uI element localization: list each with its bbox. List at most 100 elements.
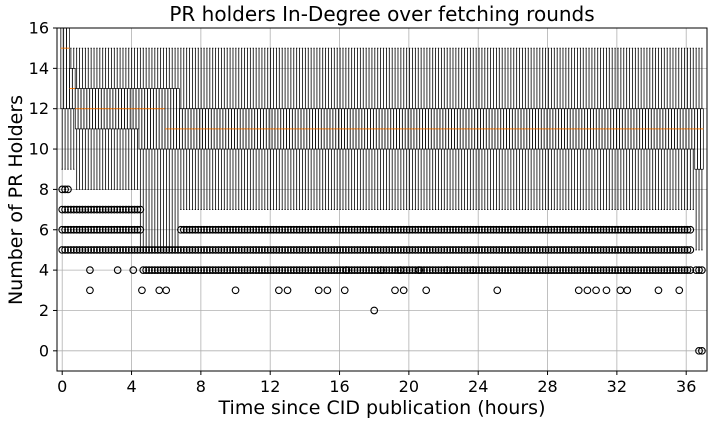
- outlier-point: [179, 266, 188, 274]
- outlier-point: [567, 225, 576, 234]
- outlier-point: [95, 225, 104, 234]
- outlier-point: [278, 266, 287, 274]
- outlier-point: [150, 266, 159, 274]
- outlier-point: [130, 246, 139, 254]
- outlier-point: [188, 246, 197, 254]
- outlier-point: [243, 246, 252, 254]
- x-tick-label: 0: [57, 377, 67, 396]
- outlier-point: [353, 266, 362, 274]
- outlier-point: [255, 246, 263, 254]
- outlier-point: [415, 266, 424, 274]
- outlier-point: [669, 266, 677, 274]
- outlier-point: [336, 246, 344, 254]
- outlier-point: [61, 205, 69, 214]
- outlier-point: [287, 266, 295, 274]
- outlier-point: [281, 225, 289, 234]
- outlier-point: [483, 246, 492, 254]
- outlier-point: [124, 205, 133, 214]
- outlier-point: [521, 225, 530, 234]
- outlier-point: [622, 225, 631, 234]
- outlier-point: [177, 225, 185, 234]
- outlier-point: [72, 205, 81, 214]
- outlier-point: [232, 246, 240, 254]
- outlier-point: [669, 246, 677, 254]
- outlier-point: [155, 286, 164, 295]
- outlier-point: [64, 205, 72, 214]
- outlier-point: [570, 266, 579, 274]
- outlier-point: [553, 266, 562, 274]
- outlier-point: [683, 246, 692, 254]
- outlier-point: [376, 225, 385, 234]
- outlier-point: [356, 225, 365, 234]
- outlier-point: [599, 246, 608, 254]
- y-tick-label: 2: [39, 301, 49, 320]
- outlier-point: [590, 246, 599, 254]
- outlier-point: [298, 225, 307, 234]
- outlier-point: [289, 246, 298, 254]
- outlier-point: [133, 205, 142, 214]
- outlier-point: [498, 266, 507, 274]
- outlier-point: [179, 246, 188, 254]
- outlier-point: [524, 246, 533, 254]
- outlier-point: [478, 266, 486, 274]
- outlier-point: [692, 266, 700, 274]
- outlier-point: [489, 225, 498, 234]
- outlier-point: [107, 205, 116, 214]
- outlier-point: [252, 266, 260, 274]
- outlier-point: [168, 266, 177, 274]
- outlier-point: [394, 225, 402, 234]
- outlier-point: [101, 225, 110, 234]
- outlier-point: [443, 225, 452, 234]
- outlier-point: [138, 286, 146, 295]
- outlier-point: [217, 266, 226, 274]
- outlier-point: [440, 225, 449, 234]
- outlier-point: [518, 246, 527, 254]
- outlier-point: [385, 246, 394, 254]
- outlier-point: [533, 266, 541, 274]
- outlier-point: [645, 225, 654, 234]
- outlier-point: [417, 246, 425, 254]
- outlier-point: [449, 266, 457, 274]
- outlier-point: [538, 225, 547, 234]
- outlier-point: [292, 225, 301, 234]
- outlier-point: [648, 246, 657, 254]
- outlier-point: [434, 225, 443, 234]
- outlier-point: [342, 266, 351, 274]
- outlier-point: [660, 246, 669, 254]
- outlier-point: [269, 225, 278, 234]
- outlier-point: [585, 246, 593, 254]
- outlier-point: [347, 225, 356, 234]
- outlier-point: [69, 246, 78, 254]
- outlier-point: [252, 225, 260, 234]
- outlier-point: [677, 225, 686, 234]
- outlier-point: [570, 225, 579, 234]
- outlier-point: [605, 266, 614, 274]
- outlier-point: [281, 246, 289, 254]
- outlier-point: [402, 225, 411, 234]
- outlier-point: [677, 266, 686, 274]
- outlier-point: [226, 266, 234, 274]
- outlier-point: [229, 246, 237, 254]
- outlier-point: [593, 246, 602, 254]
- outlier-point: [113, 266, 122, 274]
- outlier-point: [263, 266, 272, 274]
- outlier-point: [449, 225, 457, 234]
- outlier-point: [81, 205, 90, 214]
- outlier-point: [547, 225, 556, 234]
- outlier-point: [582, 246, 590, 254]
- outlier-point: [81, 246, 90, 254]
- outlier-point: [576, 266, 585, 274]
- outlier-point: [78, 205, 87, 214]
- outlier-point: [188, 266, 197, 274]
- outlier-point: [295, 225, 304, 234]
- outlier-point: [388, 266, 397, 274]
- outlier-point: [310, 266, 318, 274]
- outlier-point: [203, 266, 211, 274]
- outlier-point: [148, 246, 156, 254]
- outlier-point: [116, 205, 124, 214]
- outlier-point: [84, 225, 93, 234]
- outlier-point: [585, 266, 593, 274]
- outlier-point: [75, 246, 84, 254]
- outlier-point: [98, 225, 107, 234]
- outlier-point: [417, 225, 425, 234]
